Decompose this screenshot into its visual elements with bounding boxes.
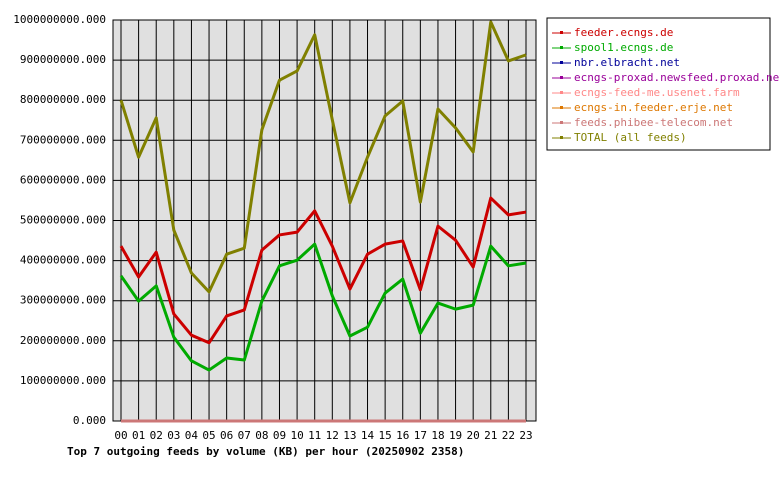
x-tick-label: 07 (238, 429, 251, 442)
x-tick-label: 18 (431, 429, 444, 442)
legend-label: feeds.phibee-telecom.net (574, 116, 733, 129)
x-tick-label: 02 (150, 429, 163, 442)
y-tick-label: 600000000.000 (20, 173, 106, 186)
y-tick-label: 100000000.000 (20, 374, 106, 387)
x-tick-label: 08 (255, 429, 268, 442)
x-tick-label: 04 (185, 429, 199, 442)
x-tick-label: 14 (361, 429, 375, 442)
x-tick-label: 05 (202, 429, 215, 442)
legend-label: nbr.elbracht.net (574, 56, 680, 69)
x-tick-label: 21 (484, 429, 497, 442)
y-tick-label: 800000000.000 (20, 93, 106, 106)
x-tick-label: 00 (114, 429, 127, 442)
x-tick-label: 15 (379, 429, 392, 442)
y-tick-label: 500000000.000 (20, 214, 106, 227)
y-tick-label: 1000000000.000 (13, 13, 106, 26)
legend-marker (560, 76, 563, 79)
legend-marker (560, 61, 563, 64)
x-tick-label: 03 (167, 429, 180, 442)
x-tick-label: 22 (502, 429, 515, 442)
x-tick-label: 16 (396, 429, 409, 442)
legend-marker (560, 136, 563, 139)
series-line (119, 196, 527, 345)
y-tick-label: 0.000 (73, 414, 106, 427)
legend-marker (560, 46, 563, 49)
legend-marker (560, 106, 563, 109)
y-tick-label: 700000000.000 (20, 133, 106, 146)
legend-label: feeder.ecngs.de (574, 26, 673, 39)
legend-label: TOTAL (all feeds) (574, 131, 687, 144)
x-tick-label: 11 (308, 429, 321, 442)
x-tick-label: 17 (414, 429, 427, 442)
x-tick-label: 12 (326, 429, 339, 442)
x-tick-label: 09 (273, 429, 286, 442)
x-tick-label: 10 (290, 429, 303, 442)
legend (546, 17, 771, 151)
legend-label: ecngs-proxad.newsfeed.proxad.net (574, 71, 780, 84)
x-tick-label: 20 (467, 429, 480, 442)
series-line (119, 242, 527, 372)
legend-label: spool1.ecngs.de (574, 41, 673, 54)
x-tick-label: 01 (132, 429, 145, 442)
y-tick-label: 400000000.000 (20, 254, 106, 267)
x-tick-label: 13 (343, 429, 356, 442)
y-tick-label: 300000000.000 (20, 294, 106, 307)
x-tick-label: 23 (519, 429, 532, 442)
chart-title: Top 7 outgoing feeds by volume (KB) per … (67, 445, 464, 458)
legend-label: ecngs-feed-me.usenet.farm (574, 86, 740, 99)
series-line (119, 20, 527, 294)
legend-marker (560, 31, 563, 34)
y-tick-label: 200000000.000 (20, 334, 106, 347)
x-tick-label: 06 (220, 429, 233, 442)
y-tick-label: 900000000.000 (20, 53, 106, 66)
legend-marker (560, 91, 563, 94)
legend-label: ecngs-in.feeder.erje.net (574, 101, 733, 114)
legend-marker (560, 121, 563, 124)
x-tick-label: 19 (449, 429, 462, 442)
